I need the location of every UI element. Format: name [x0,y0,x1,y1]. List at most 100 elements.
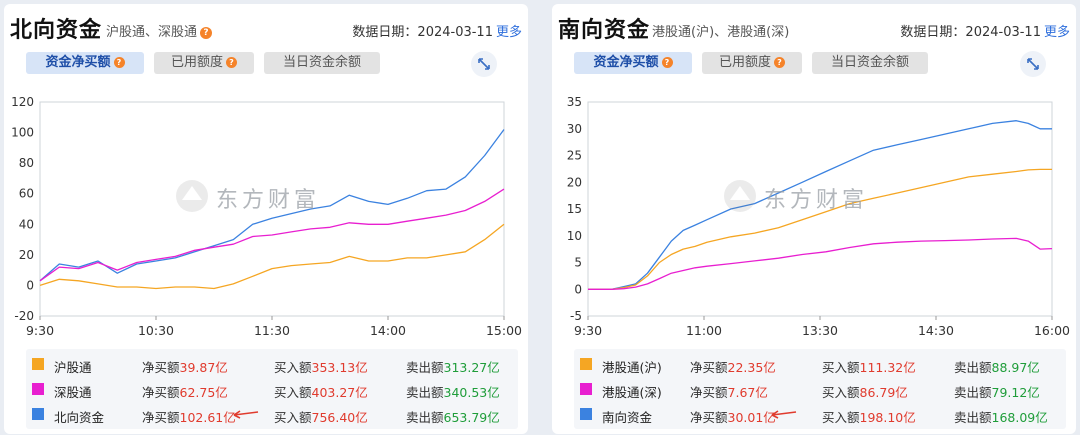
legend-row: 港股通(沪) 净买额22.35亿 买入额111.32亿 卖出额88.97亿 [574,353,1066,377]
tab-net-buy[interactable]: 资金净买额? [574,52,692,74]
net-label: 净买额 [142,410,180,425]
tab-label: 资金净买额 [45,55,111,70]
red-arrow-icon [771,410,797,419]
data-date: 数据日期：2024-03-11 更多 [352,21,522,40]
help-icon[interactable]: ? [113,57,125,68]
subtitle-text: 沪股通、深股通 [106,25,198,40]
expand-button[interactable] [1020,51,1046,77]
net-value: 30.01亿 [727,410,776,425]
x-tick-label: 11:30 [254,323,290,338]
tab-label: 当日资金余额 [282,55,361,70]
subtitle-text: 港股通(沪)、港股通(深) [652,25,790,40]
net-value: 22.35亿 [727,360,776,375]
more-link[interactable]: 更多 [1043,25,1070,40]
series-line [39,129,505,282]
x-tick-label: 16:00 [1034,323,1070,338]
x-tick-label: 10:30 [138,323,174,338]
legend-swatch [32,408,44,420]
sell-label: 卖出额 [954,410,992,425]
x-tick-label: 15:00 [486,323,522,338]
date-value: 2024-03-11 [965,25,1041,40]
sell-label: 卖出额 [954,385,992,400]
y-tick-label: 15 [567,202,582,216]
buy-label: 买入额 [274,410,312,425]
buy-value: 403.27亿 [311,385,368,400]
expand-icon [478,58,490,70]
tab-used-quota[interactable]: 已用额度? [702,52,802,74]
sell-label: 卖出额 [406,360,444,375]
tab-daily-balance[interactable]: 当日资金余额 [812,52,928,74]
sell-value: 88.97亿 [991,360,1040,375]
series-line [588,120,1052,290]
net-value: 39.87亿 [179,360,228,375]
net-label: 净买额 [142,360,180,375]
x-tick-label: 14:00 [370,323,406,338]
help-icon[interactable]: ? [661,57,673,68]
help-icon[interactable]: ? [226,57,237,68]
date-value: 2024-03-11 [417,25,493,40]
buy-amount: 买入额403.27亿 [274,382,368,401]
net-value: 7.67亿 [727,385,768,400]
sell-value: 79.12亿 [991,385,1040,400]
x-tick-label: 9:30 [574,323,602,338]
tab-label: 已用额度 [718,55,771,70]
buy-value: 86.79亿 [859,385,908,400]
buy-amount: 买入额198.10亿 [822,407,916,426]
legend-row: 北向资金 净买额102.61亿 买入额756.40亿 卖出额653.79亿 [26,403,518,427]
legend-name: 沪股通 [54,360,92,375]
legend-swatch [32,358,44,370]
watermark-text: 东方财富 [216,188,321,213]
buy-value: 198.10亿 [859,410,916,425]
net-label: 净买额 [690,385,728,400]
sell-amount: 卖出额88.97亿 [954,357,1040,376]
series-line [588,168,1052,290]
y-tick-label: 30 [567,122,582,136]
panel-subtitle: 港股通(沪)、港股通(深) [652,21,789,40]
series-line [39,188,505,282]
buy-amount: 买入额756.40亿 [274,407,368,426]
net-label: 净买额 [690,360,728,375]
net-buy: 净买额39.87亿 [142,357,228,376]
expand-icon [1027,58,1039,70]
southbound-panel: 南向资金 港股通(沪)、港股通(深) 数据日期：2024-03-11 更多 资金净… [552,4,1076,434]
y-tick-label: 0 [574,282,582,296]
southbound-line-chart: 35 30 25 20 15 10 5 0 -59:30 11:00 13:30 14:30 16:00 [567,95,1070,338]
watermark-text: 东方财富 [764,188,869,213]
legend-swatch [580,358,592,370]
tab-used-quota[interactable]: 已用额度? [154,52,254,74]
buy-amount: 买入额111.32亿 [822,357,916,376]
y-tick-label: -5 [570,309,582,323]
tab-label: 当日资金余额 [830,55,909,70]
net-label: 净买额 [690,410,728,425]
buy-value: 111.32亿 [859,360,916,375]
legend-swatch [580,408,592,420]
net-value: 102.61亿 [179,410,236,425]
tab-label: 已用额度 [170,55,223,70]
net-value: 62.75亿 [179,385,228,400]
y-tick-label: 20 [19,248,34,262]
legend-table: 港股通(沪) 净买额22.35亿 买入额111.32亿 卖出额88.97亿 港股… [574,349,1066,429]
panel-header: 北向资金 沪股通、深股通? 数据日期：2024-03-11 更多 [10,10,522,43]
tab-net-buy[interactable]: 资金净买额? [26,52,144,74]
legend-row: 沪股通 净买额39.87亿 买入额353.13亿 卖出额313.27亿 [26,353,518,377]
date-label: 数据日期： [900,25,966,40]
help-icon[interactable]: ? [774,57,785,68]
buy-label: 买入额 [274,360,312,375]
tab-daily-balance[interactable]: 当日资金余额 [264,52,380,74]
legend-swatch [580,383,592,395]
legend-row: 南向资金 净买额30.01亿 买入额198.10亿 卖出额168.09亿 [574,403,1066,427]
buy-value: 353.13亿 [311,360,368,375]
y-tick-label: 20 [567,175,582,189]
net-buy: 净买额30.01亿 [690,407,776,426]
sell-label: 卖出额 [406,410,444,425]
legend-row: 港股通(深) 净买额7.67亿 买入额86.79亿 卖出额79.12亿 [574,378,1066,402]
help-icon[interactable]: ? [200,27,213,39]
y-tick-label: 100 [11,126,34,140]
y-tick-label: 25 [567,149,582,163]
panel-subtitle: 沪股通、深股通? [106,21,213,40]
panel-title: 南向资金 [558,18,651,43]
buy-label: 买入额 [274,385,312,400]
expand-button[interactable] [471,51,497,77]
more-link[interactable]: 更多 [495,25,522,40]
y-tick-label: 60 [19,187,34,201]
